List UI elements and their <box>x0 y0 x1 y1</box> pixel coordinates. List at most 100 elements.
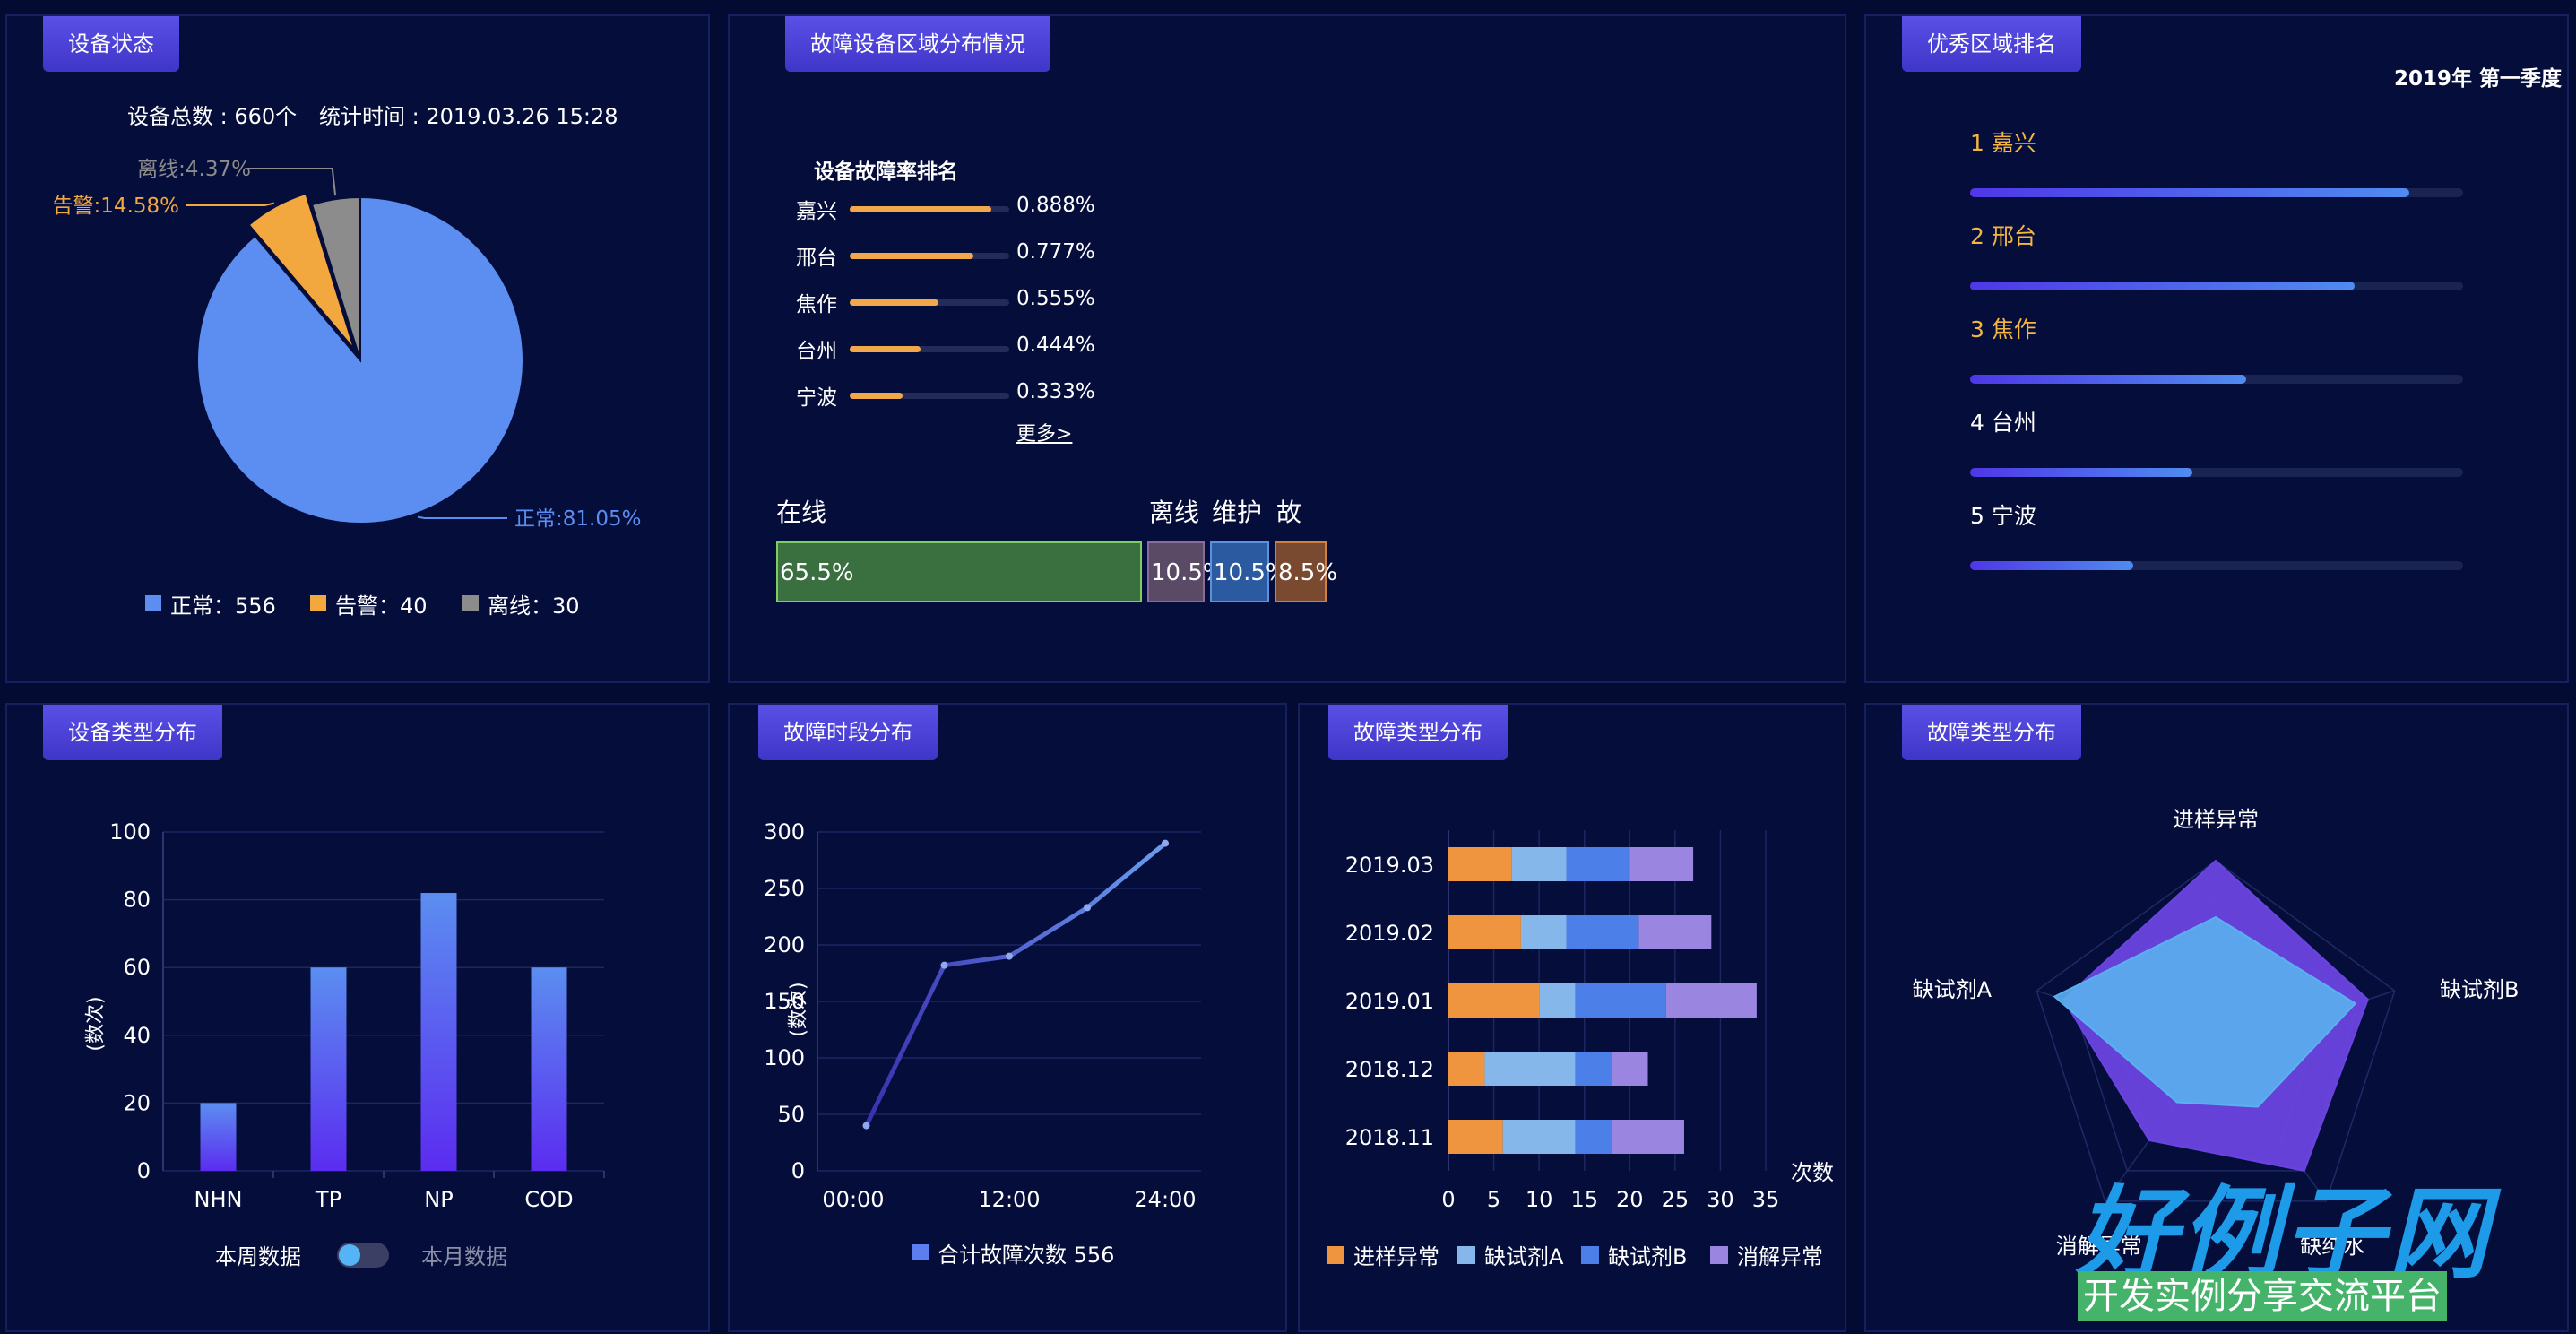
device-type-bar-chart: 0 20 40 60 80 100 NHN TP NP COD <box>109 819 605 1212</box>
top-region-bar-fill <box>1970 282 2355 290</box>
series-line <box>864 841 1167 1127</box>
y-tick-label: 0 <box>791 1158 805 1183</box>
bar-segment <box>1566 915 1639 949</box>
rank-value: 0.555% <box>1016 287 1095 310</box>
y-tick-label: 20 <box>123 1090 151 1115</box>
panel-title: 设备状态 <box>43 16 179 72</box>
toggle-knob[interactable] <box>339 1244 360 1266</box>
rank-bar-fill <box>850 393 903 399</box>
legend-item[interactable]: 缺试剂A <box>1484 1244 1564 1269</box>
stat-time: 统计时间 : 2019.03.26 15:28 <box>319 104 618 129</box>
y-tick-label: 80 <box>123 888 151 913</box>
x-tick-label: TP <box>315 1187 341 1212</box>
top-region-bar-track <box>1970 282 2463 290</box>
y-tick-label: 2018.11 <box>1345 1125 1434 1150</box>
bar-segment <box>1566 847 1630 881</box>
radar-grid-ring <box>2036 860 2396 1202</box>
panel-title: 故障类型分布 <box>1902 705 2081 760</box>
bar-segment <box>1484 1052 1576 1086</box>
radar-indicator-label: 缺纯水 <box>2300 1234 2364 1259</box>
fault-type-stacked-bar-chart: 0 5 10 15 20 25 30 35 2019.03 2019.02 2019.01 2018.… <box>1345 830 1780 1212</box>
y-tick-label: 200 <box>764 932 805 957</box>
more-link[interactable]: 更多> <box>1016 423 1073 446</box>
bar-segment <box>1511 847 1567 881</box>
rank-bar-track <box>850 346 1009 352</box>
y-tick-label: 150 <box>764 989 805 1014</box>
toggle-right-label[interactable]: 本月数据 <box>421 1244 507 1269</box>
y-axis-label: (数次) <box>787 982 810 1037</box>
legend-item[interactable]: 缺试剂B <box>1608 1244 1688 1269</box>
panel-title: 故障时段分布 <box>758 705 938 760</box>
x-tick-label: COD <box>524 1187 573 1212</box>
rank-bar-fill <box>850 253 974 259</box>
panel-fault-time: 故障时段分布 0 50 100 150 200 250 300 00:00 12:00 24:00… <box>728 703 1287 1332</box>
rank-region-name: 邢台 <box>796 247 837 270</box>
legend-offline[interactable]: 离线：30 <box>488 593 580 619</box>
bar-segment <box>1638 915 1712 949</box>
rank-region-name: 嘉兴 <box>796 200 837 223</box>
legend-swatch <box>1327 1246 1344 1264</box>
radar-indicator-label: 进样异常 <box>2173 807 2259 832</box>
legend-swatch <box>1581 1246 1599 1264</box>
bar-segment <box>1612 1120 1684 1154</box>
toggle-left-label[interactable]: 本周数据 <box>215 1244 301 1269</box>
data-point <box>1084 904 1091 912</box>
x-tick-label: NP <box>424 1187 453 1212</box>
period-label: 2019年 第一季度 <box>2393 67 2562 91</box>
week-month-toggle[interactable] <box>337 1243 389 1268</box>
bar-segment <box>1502 1120 1576 1154</box>
top-region-bar-track <box>1970 375 2463 384</box>
bar-segment <box>1575 1120 1612 1154</box>
x-tick-label: 00:00 <box>822 1187 884 1212</box>
rank-bar-fill <box>850 299 938 306</box>
x-tick-label: 12:00 <box>978 1187 1040 1212</box>
top-region-label: 5 宁波 <box>1970 503 2036 529</box>
rank-bar-fill <box>850 346 921 352</box>
device-total: 设备总数 : 660个 <box>127 104 298 129</box>
panel-fault-region: 故障设备区域分布情况 设备故障率排名 嘉兴 0.888% 邢台 0.777% 焦作 0.5… <box>728 14 1846 683</box>
rank-region-name: 台州 <box>796 340 837 363</box>
pie-chart: 正常:81.05% 告警:14.58% 离线:4.37% <box>53 158 642 531</box>
x-tick-label: 25 <box>1662 1187 1690 1212</box>
bar-segment <box>1575 983 1666 1018</box>
rank-bar-fill <box>850 206 992 212</box>
top-region-bar-fill <box>1970 188 2409 197</box>
watermark-subtitle: 开发实例分享交流平台 <box>2078 1271 2447 1321</box>
legend-total[interactable]: 合计故障次数 556 <box>938 1243 1115 1268</box>
pie-slice-离线 <box>310 195 361 361</box>
rank-region-name: 焦作 <box>796 293 837 316</box>
y-tick-label: 2019.02 <box>1345 921 1434 946</box>
x-tick-label: 24:00 <box>1134 1187 1196 1212</box>
x-tick-label: 0 <box>1441 1187 1455 1212</box>
bar-segment <box>1448 915 1521 949</box>
pie-slice-label: 正常:81.05% <box>514 507 641 531</box>
panel-title: 优秀区域排名 <box>1902 16 2081 72</box>
panel-fault-type-bar: 故障类型分布 0 5 10 15 20 25 30 35 2019.03 2019.02 2019.… <box>1298 703 1846 1332</box>
legend-normal[interactable]: 正常：556 <box>170 593 276 619</box>
top-region-bar-fill <box>1970 375 2246 384</box>
x-unit-label: 次数 <box>1791 1160 1834 1185</box>
y-tick-label: 2018.12 <box>1345 1057 1434 1082</box>
x-tick-label: 15 <box>1570 1187 1598 1212</box>
bar-segment <box>1612 1052 1648 1086</box>
panel-fault-type-radar: 故障类型分布 进样异常 缺试剂B 缺纯水 消解异常 缺试剂A <box>1864 703 2569 1332</box>
radar-indicator-label: 消解异常 <box>2056 1234 2142 1259</box>
status-segment: 8.5% <box>1275 541 1337 602</box>
bar-segment <box>1448 983 1540 1018</box>
x-tick-label: 35 <box>1752 1187 1780 1212</box>
x-tick-label: 30 <box>1707 1187 1734 1212</box>
legend-item[interactable]: 进样异常 <box>1353 1244 1439 1269</box>
panel-title: 故障类型分布 <box>1328 705 1508 760</box>
legend-item[interactable]: 消解异常 <box>1737 1244 1823 1269</box>
legend-warning[interactable]: 告警：40 <box>335 593 428 619</box>
rank-region-name: 宁波 <box>796 386 837 410</box>
y-tick-label: 300 <box>764 819 805 845</box>
status-category-label: 离线 <box>1149 498 1200 527</box>
y-tick-label: 60 <box>123 955 151 980</box>
bar-TP <box>310 967 347 1171</box>
top-region-label: 1 嘉兴 <box>1970 130 2036 156</box>
y-tick-label: 100 <box>109 819 151 845</box>
bar-segment <box>1575 1052 1612 1086</box>
top-region-bar-track <box>1970 561 2463 570</box>
